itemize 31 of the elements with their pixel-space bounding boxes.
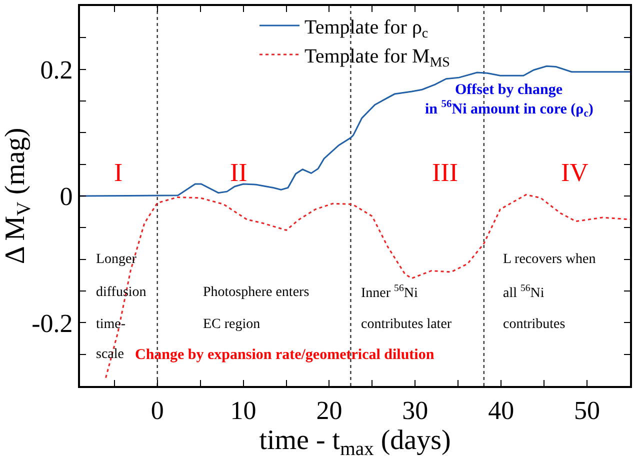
annotation: all $^{56}$Ni [503, 283, 544, 301]
annotation: L recovers when [503, 252, 596, 267]
annotation: Change by expansion rate/geometrical dilution [135, 347, 435, 363]
y-tick-label: 0 [60, 182, 73, 212]
annotation: Photosphere enters [203, 285, 310, 300]
annotation: time- [96, 317, 126, 332]
annotation: in $^{56}$Ni amount in core (ρ$_{c}$) [425, 99, 594, 120]
line-series [80, 65, 630, 197]
legend-label: Template for ρ$_{c}$ [304, 16, 428, 42]
annotation: III [432, 158, 458, 187]
annotation: scale [96, 347, 124, 362]
x-tick-label: 50 [574, 396, 600, 426]
annotation: EC region [203, 317, 260, 332]
annotation: IV [561, 158, 589, 187]
annotation: I [114, 158, 123, 187]
y-tick-label: -0.2 [32, 308, 73, 338]
x-tick-label: 30 [402, 396, 428, 426]
annotation: diffusion [96, 285, 146, 300]
legend-label: Template for M$_{MS}$ [304, 45, 450, 70]
x-tick-label: 40 [488, 396, 514, 426]
annotation: contributes later [361, 317, 452, 332]
annotation: Offset by change [455, 82, 563, 98]
annotation: contributes [503, 317, 566, 332]
x-tick-label: 20 [316, 396, 342, 426]
x-tick-label: 0 [150, 396, 164, 426]
annotation: Inner $^{56}$Ni [361, 283, 418, 301]
x-tick-label: 10 [230, 396, 256, 426]
annotation: Longer [96, 252, 137, 267]
annotation: II [230, 158, 248, 187]
y-tick-label: 0.2 [40, 55, 73, 84]
x-axis-title: time - t$_{max}$ (days) [259, 425, 451, 460]
